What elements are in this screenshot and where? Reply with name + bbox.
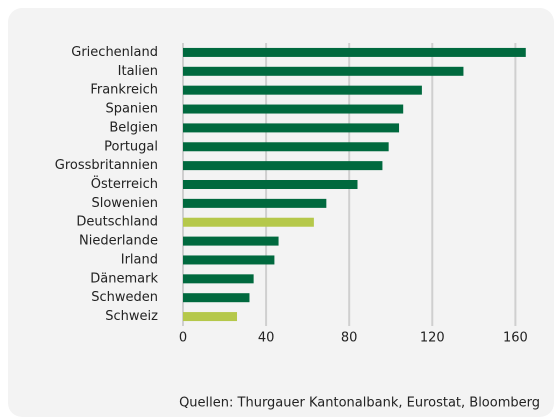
source-note: Quellen: Thurgauer Kantonalbank, Eurosta… <box>179 396 540 411</box>
bar <box>183 198 327 208</box>
bar <box>183 180 358 189</box>
panel <box>8 8 554 417</box>
y-tick-label: Niederlande <box>79 234 158 249</box>
bar <box>183 104 404 114</box>
x-tick-label: 160 <box>503 331 528 346</box>
y-tick-label: Deutschland <box>76 215 158 230</box>
y-tick-label: Italien <box>118 64 158 79</box>
bar <box>183 47 526 57</box>
y-tick-label: Slowenien <box>91 196 158 211</box>
y-tick-label: Schweden <box>91 290 158 305</box>
y-tick-label: Portugal <box>104 139 158 154</box>
y-tick-label: Irland <box>121 252 158 267</box>
bar <box>183 274 254 284</box>
y-tick-label: Spanien <box>105 102 158 117</box>
y-tick-label: Schweiz <box>105 309 158 324</box>
y-tick-label: Griechenland <box>71 45 158 60</box>
bar <box>183 142 389 152</box>
x-tick-label: 80 <box>341 331 358 346</box>
bar <box>183 123 400 133</box>
y-tick-label: Grossbritannien <box>55 158 158 173</box>
bar <box>183 161 383 171</box>
y-tick-label: Österreich <box>91 175 158 192</box>
bar <box>183 85 422 95</box>
bar <box>183 217 314 227</box>
bar <box>183 66 464 76</box>
bar <box>183 312 238 322</box>
x-tick-label: 120 <box>420 331 445 346</box>
bar <box>183 293 250 303</box>
y-tick-label: Dänemark <box>90 271 158 286</box>
x-tick-label: 0 <box>179 331 187 346</box>
bar <box>183 236 279 246</box>
y-tick-label: Frankreich <box>90 83 158 98</box>
x-tick-label: 40 <box>258 331 275 346</box>
y-tick-label: Belgien <box>109 120 158 135</box>
bar <box>183 255 275 265</box>
